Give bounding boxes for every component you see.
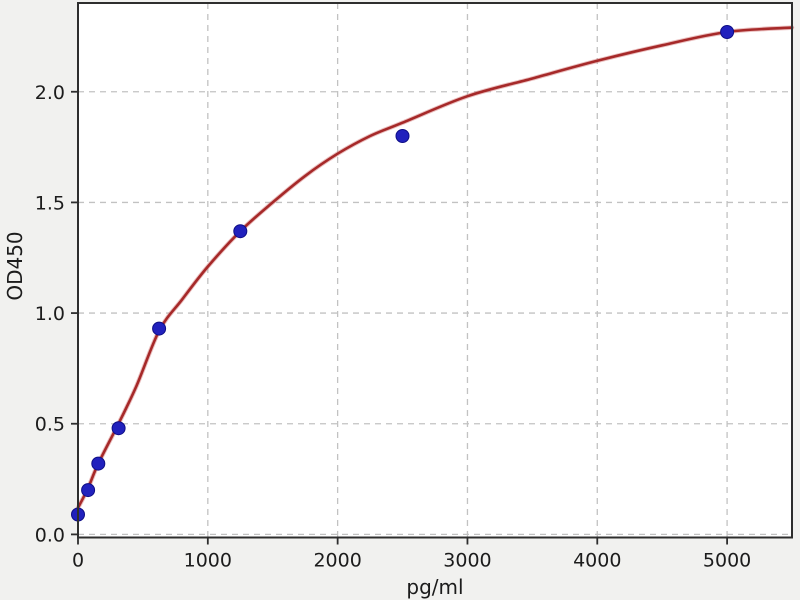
y-axis-label: OD450 [3,231,27,300]
data-point [395,129,410,143]
x-tick-label: 1000 [184,550,232,572]
data-point [720,25,735,39]
x-tick-label: 0 [72,550,84,572]
x-tick-label: 5000 [703,550,751,572]
data-point [233,224,248,239]
fit-curve [76,26,794,510]
x-axis-ticks: 0 1000 2000 3000 4000 5000 [72,537,751,572]
x-tick-label: 4000 [573,550,621,572]
y-axis-ticks: 0.0 0.5 1.0 1.5 2.0 [35,82,78,546]
data-point [152,321,167,336]
y-tick-label: 0.5 [35,414,65,436]
x-tick-label: 3000 [443,550,491,572]
plot-border [77,2,793,539]
y-tick-label: 1.0 [35,303,65,325]
y-tick-label: 2.0 [35,82,65,104]
x-tick-label: 2000 [313,550,361,572]
gridlines [78,3,792,538]
data-point [91,456,106,471]
data-point [81,483,96,498]
plot-area [78,3,792,538]
y-tick-label: 1.5 [35,192,65,214]
fit-curve-layer [75,25,795,511]
y-tick-label: 0.0 [35,524,65,546]
data-point [111,421,126,436]
x-axis-label: pg/ml [406,575,463,599]
